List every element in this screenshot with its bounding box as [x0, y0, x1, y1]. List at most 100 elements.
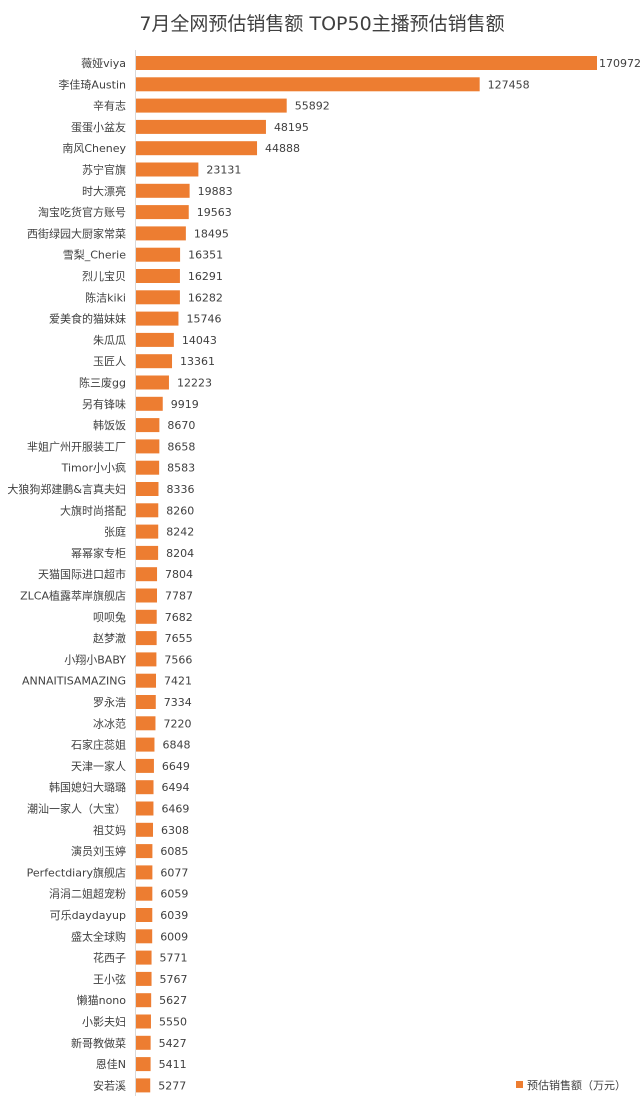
data-label: 7220 [163, 717, 191, 730]
category-label: 苏宁官旗 [82, 163, 126, 177]
data-label: 18495 [194, 227, 229, 240]
bar [136, 737, 155, 752]
category-label: 南风Cheney [62, 142, 126, 155]
data-label: 13361 [180, 355, 215, 368]
bar [136, 567, 158, 582]
bar [136, 183, 190, 198]
bar [136, 418, 160, 433]
bar [136, 205, 189, 220]
category-label: 韩饭饭 [93, 418, 126, 432]
data-label: 19563 [197, 206, 232, 219]
bar [136, 162, 199, 177]
category-label: 懒猫nono [77, 993, 127, 1007]
bar [136, 929, 153, 944]
data-label: 19883 [198, 185, 233, 198]
category-label: 小翔小BABY [64, 652, 126, 666]
category-label: 幂幂家专柜 [71, 546, 126, 560]
bar [136, 950, 152, 965]
bar [136, 695, 156, 709]
data-label: 6009 [160, 930, 188, 943]
bar [136, 482, 159, 496]
data-label: 14043 [182, 334, 217, 347]
category-label: Perfectdiary旗舰店 [27, 865, 126, 879]
category-label: 蛋蛋小盆友 [71, 120, 126, 134]
data-label: 5771 [160, 952, 188, 965]
data-label: 5550 [159, 1016, 187, 1029]
data-label: 55892 [295, 100, 330, 113]
bar [136, 269, 180, 283]
data-label: 5411 [159, 1058, 187, 1071]
data-label: 48195 [274, 121, 309, 134]
bar [136, 545, 159, 560]
data-label: 12223 [177, 377, 212, 390]
category-label: 新哥教做菜 [71, 1036, 126, 1050]
category-label: 冰冰范 [93, 716, 126, 730]
bar [136, 290, 180, 305]
category-label: 盛太全球购 [71, 929, 126, 943]
data-label: 23131 [206, 164, 241, 177]
data-label: 7566 [164, 653, 192, 666]
data-label: 6649 [162, 760, 190, 773]
bar [136, 226, 186, 241]
category-label: 涓涓二姐超宠粉 [49, 887, 126, 901]
category-label: 辛有志 [93, 99, 126, 113]
bar [136, 311, 179, 326]
category-label: 小影夫妇 [82, 1016, 126, 1029]
category-label: 另有锋味 [82, 397, 126, 411]
bar [136, 396, 163, 411]
bar [136, 77, 480, 92]
data-label: 6848 [162, 739, 190, 752]
data-label: 8204 [166, 547, 194, 560]
data-label: 6494 [162, 781, 190, 794]
data-label: 7655 [165, 632, 193, 645]
bar [136, 141, 258, 156]
bar [136, 844, 153, 859]
data-label: 7804 [165, 568, 193, 581]
bar [136, 503, 159, 518]
category-label: 石家庄蕊姐 [71, 738, 126, 752]
bar [136, 993, 152, 1008]
category-label: 天津一家人 [71, 759, 126, 773]
data-label: 7787 [165, 590, 193, 603]
data-label: 8260 [166, 504, 194, 517]
bar [136, 119, 266, 134]
bar [136, 631, 157, 646]
data-label: 5767 [160, 973, 188, 986]
category-label: 烈儿宝贝 [82, 269, 126, 283]
category-label: 天猫国际进口超市 [38, 567, 126, 581]
bar [136, 375, 169, 390]
bar [136, 247, 181, 262]
category-label: 西街绿园大厨家常菜 [27, 226, 126, 240]
category-label: 潮汕一家人（大宝） [27, 802, 126, 816]
data-label: 16351 [188, 249, 223, 262]
data-label: 7334 [164, 696, 192, 709]
category-label: 呗呗兔 [93, 610, 126, 624]
data-label: 6085 [160, 845, 188, 858]
category-label: 陈洁kiki [85, 290, 126, 304]
bar [136, 758, 154, 773]
bar [136, 1078, 151, 1093]
data-label: 6308 [161, 824, 189, 837]
bar [136, 460, 160, 475]
bar [136, 332, 174, 347]
data-label: 5627 [159, 994, 187, 1007]
chart-title: 7月全网预估销售额 TOP50主播预估销售额 [139, 13, 504, 35]
bar [136, 822, 154, 837]
bar [136, 652, 157, 667]
legend-label: 预估销售额（万元） [527, 1078, 626, 1092]
category-label: 可乐daydayup [50, 909, 126, 922]
bar [136, 673, 157, 688]
data-label: 8242 [166, 526, 194, 539]
data-label: 7682 [165, 611, 193, 624]
category-label: 芈姐广州开服装工厂 [27, 439, 126, 453]
data-label: 16291 [188, 270, 223, 283]
bar [136, 56, 597, 70]
category-label: 大狼狗郑建鹏&言真夫妇 [7, 482, 126, 496]
data-label: 8670 [167, 419, 195, 432]
category-label: 张庭 [104, 525, 126, 539]
bar [136, 908, 153, 922]
category-label: 祖艾妈 [93, 823, 126, 837]
category-label: 陈三废gg [79, 376, 126, 390]
bar [136, 780, 154, 795]
data-label: 5427 [159, 1037, 187, 1050]
